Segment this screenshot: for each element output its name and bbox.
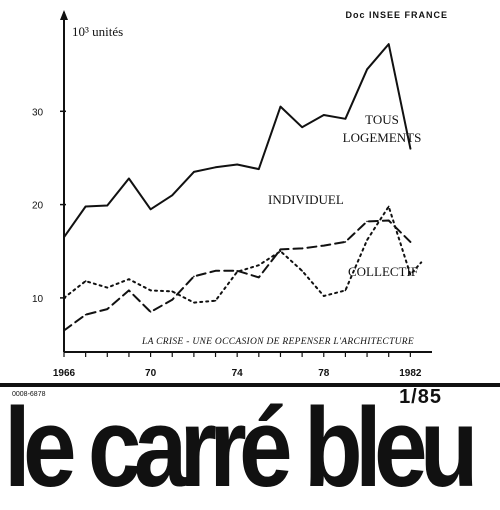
data-point [322,244,325,247]
data-point [84,313,87,316]
data-point [106,286,109,289]
data-point [279,250,282,253]
data-point [366,239,368,241]
data-point [63,236,65,239]
data-point [366,220,368,223]
data-point [387,43,390,45]
data-point [301,126,303,128]
source-credit: Doc INSEE FRANCE [345,10,448,20]
data-point [279,248,282,251]
series-label: LOGEMENTS [343,130,422,145]
journal-title: le carré bleu [4,385,479,510]
issn: 0008-6878 [12,391,46,398]
y-tick-label: 20 [32,201,44,212]
series-label: TOUS [365,112,399,127]
data-point [128,177,130,180]
data-point [84,280,87,282]
data-point [322,114,325,116]
data-point [214,166,217,169]
data-point [171,194,174,197]
housing-chart: 10 20 30 1966 70 74 78 1982 Doc INSEE FRANCE 10³… [32,10,448,379]
x-tick-label: 74 [232,368,244,379]
data-point [366,68,368,71]
data-point [149,289,152,292]
data-point [106,308,109,310]
data-point [344,289,347,292]
y-tick-label: 30 [32,107,44,118]
data-point [193,171,195,173]
y-tick-label: 10 [32,294,44,305]
series-label: COLLECTIF [348,264,418,279]
data-point [420,261,422,264]
data-point [128,278,130,281]
chart-caption: LA CRISE - UNE OCCASION DE REPENSER L'AR… [141,337,414,347]
data-point [236,163,238,166]
data-point [171,290,174,293]
data-point [214,270,217,272]
data-point [106,204,109,207]
data-point [387,205,390,208]
data-point [258,264,260,267]
y-axis-arrow [60,10,68,20]
series-label: INDIVIDUEL [268,192,344,207]
masthead: 0008-6878 1/85 le carré bleu [0,385,500,510]
data-point [258,168,260,170]
data-point [409,147,412,150]
data-point [409,273,412,276]
x-tick-label: 1982 [399,368,422,379]
unit-label: 10³ unités [72,24,123,39]
x-tick-label: 70 [145,368,157,379]
issue-number: 1/85 [399,386,442,408]
data-point [63,329,65,332]
data-point [322,295,325,297]
series-line-individuel [63,219,412,332]
data-point [301,270,303,272]
data-point [128,289,130,292]
series-line-collectif [63,205,423,304]
x-tick-label: 78 [318,368,330,379]
masthead-rule [0,383,500,387]
data-point [409,241,412,243]
data-point [193,275,195,278]
data-point [344,117,347,120]
data-point [63,297,65,299]
data-point [193,301,195,304]
x-tick-label: 1966 [53,368,76,379]
data-point [149,208,152,211]
data-point [301,247,303,250]
data-point [171,298,174,301]
data-point [214,299,217,302]
data-point [258,276,260,279]
data-point [387,219,390,222]
data-point [84,205,87,208]
data-point [344,241,347,243]
data-point [149,311,152,313]
data-point [236,270,238,273]
data-point [279,105,282,108]
